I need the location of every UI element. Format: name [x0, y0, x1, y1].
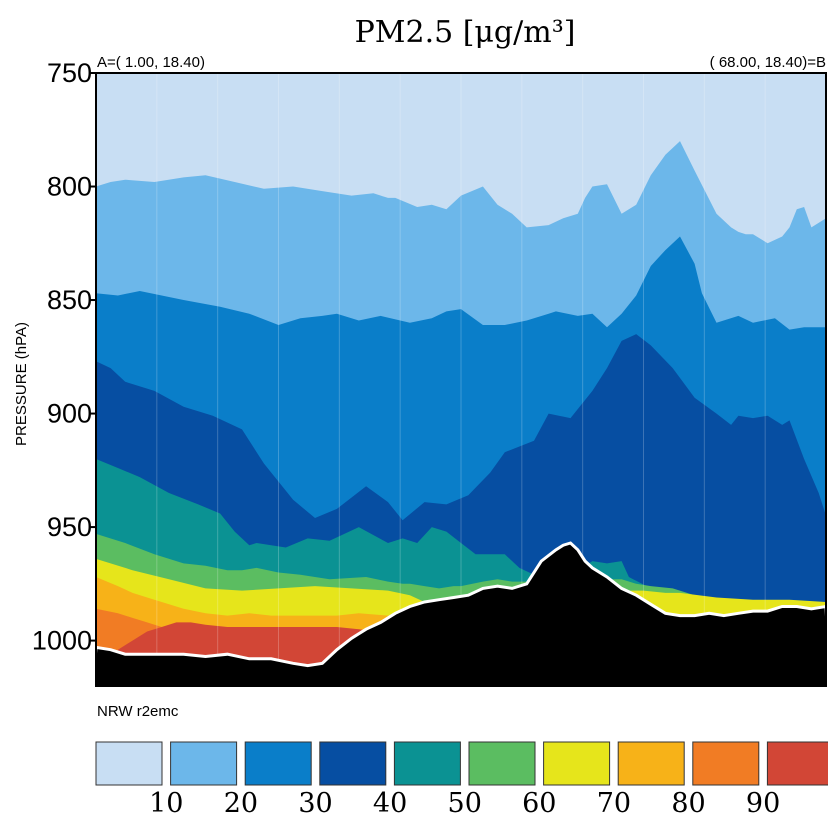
colorbar-label: 10 — [149, 788, 183, 819]
colorbar-label: 90 — [746, 788, 780, 819]
y-tick-label: 900 — [47, 399, 92, 429]
colorbar-label: 80 — [671, 788, 705, 819]
model-label: NRW r2emc — [97, 703, 179, 720]
y-tick-label: 750 — [47, 58, 92, 88]
colorbar-swatch — [170, 741, 238, 786]
colorbar-label: 60 — [522, 788, 556, 819]
y-tick-label: 800 — [47, 172, 92, 202]
y-tick-label: 1000 — [32, 626, 92, 656]
colorbar-swatch — [543, 741, 611, 786]
colorbar-swatch — [692, 741, 760, 786]
y-axis-label: PRESSURE (hPA) — [13, 322, 30, 446]
colorbar-label: 20 — [224, 788, 258, 819]
colorbar-label: 70 — [597, 788, 631, 819]
point-a-label: A=( 1.00, 18.40) — [97, 54, 205, 71]
colorbar: 10 20 30 40 50 60 70 80 90 — [95, 741, 828, 819]
chart-title: PM2.5 [μg/m³] — [355, 15, 576, 50]
plot-frame — [95, 72, 827, 687]
colorbar-label: 40 — [373, 788, 407, 819]
y-tick-label: 950 — [47, 512, 92, 542]
y-tick-label: 850 — [47, 285, 92, 315]
colorbar-swatch — [95, 741, 163, 786]
point-b-label: ( 68.00, 18.40)=B — [710, 54, 826, 71]
colorbar-swatch — [766, 741, 828, 786]
colorbar-label: 30 — [298, 788, 332, 819]
terrain — [96, 541, 826, 686]
colorbar-swatch — [617, 741, 685, 786]
colorbar-swatch — [468, 741, 536, 786]
colorbar-swatch — [319, 741, 387, 786]
colorbar-swatch — [393, 741, 461, 786]
plot-area — [96, 73, 826, 686]
colorbar-label: 50 — [448, 788, 482, 819]
colorbar-swatch — [244, 741, 312, 786]
